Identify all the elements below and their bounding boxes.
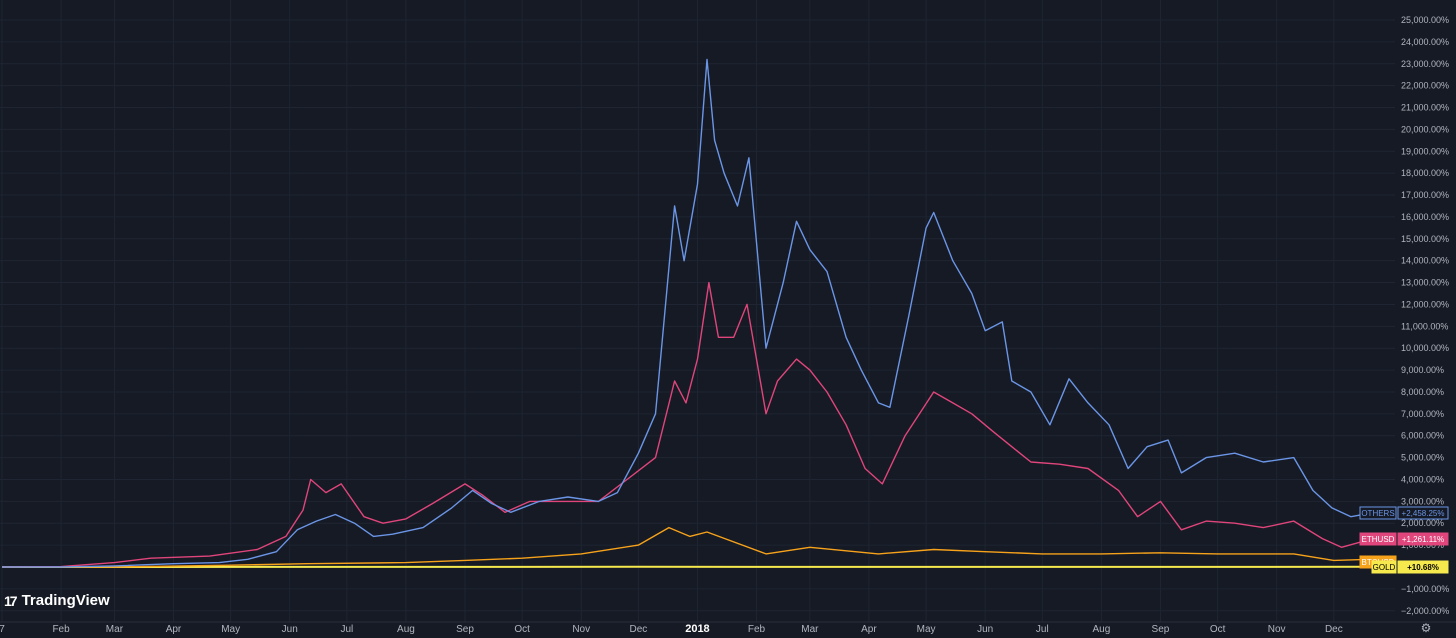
y-tick-label: 22,000.00% [1401,81,1449,91]
x-tick-label: Jun [282,624,298,635]
x-tick-label: Feb [748,624,766,635]
x-axis: 7 Feb Mar Apr May Jun Jul Aug Sep Oct Nov Dec 2018 Fe… [0,621,1456,635]
y-tick-label: 23,000.00% [1401,59,1449,69]
series-name-box [1359,506,1397,520]
tradingview-logo[interactable]: 17 TradingView [4,592,110,609]
logo-name: TradingView [21,592,110,609]
x-tick-label: Mar [106,624,124,635]
x-tick-label: Oct [514,624,530,635]
x-tick-label: Jul [1036,624,1049,635]
series-label-gold: GOLD +10.68% [1371,560,1449,574]
x-tick-label: Jun [977,624,993,635]
series-line-ethusd [1,281,1371,568]
series-name-box [1359,532,1397,546]
series-label-others: OTHERS +2,458.25% [1359,506,1449,520]
y-axis: −2,000.00%−1,000.00%1,000.00%2,000.00%3,… [1401,15,1449,616]
y-tick-label: 19,000.00% [1401,146,1449,156]
y-tick-label: 21,000.00% [1401,103,1449,113]
y-tick-label: 12,000.00% [1401,299,1449,309]
y-tick-label: 25,000.00% [1401,15,1449,25]
x-tick-label: Dec [629,624,647,635]
series-value-text: +10.68% [1407,563,1439,572]
y-tick-label: 3,000.00% [1401,496,1444,506]
x-tick-label: Apr [861,624,877,635]
series-name-text: ETHUSD [1362,535,1395,544]
y-tick-label: 6,000.00% [1401,431,1444,441]
x-tick-label: Aug [1092,624,1110,635]
y-tick-label: 13,000.00% [1401,278,1449,288]
y-tick-label: 5,000.00% [1401,453,1444,463]
series-line-btcusd [2,526,1371,568]
y-tick-label: 16,000.00% [1401,212,1449,222]
series-label-ethusd: ETHUSD +1,261.11% [1359,532,1449,546]
y-tick-label: 8,000.00% [1401,387,1444,397]
x-tick-label: Mar [801,624,819,635]
y-tick-label: 10,000.00% [1401,343,1449,353]
y-tick-label: 17,000.00% [1401,190,1449,200]
x-tick-label: May [221,624,240,635]
x-tick-label: Apr [166,624,182,635]
series-value-box [1397,560,1449,574]
logo-mark-icon: 17 [4,592,18,609]
y-tick-label: 14,000.00% [1401,256,1449,266]
x-tick-label: Feb [52,624,70,635]
x-tick-label: Sep [1152,624,1170,635]
gear-icon[interactable]: ⚙ [1420,621,1432,635]
series-value-text: +2,458.25% [1402,509,1445,518]
y-tick-label: 9,000.00% [1401,365,1444,375]
x-tick-label: Nov [1268,624,1286,635]
y-tick-label: 18,000.00% [1401,168,1449,178]
x-tick-label: Oct [1210,624,1226,635]
x-tick-label: May [917,624,936,635]
x-tick-label: Sep [456,624,474,635]
y-tick-label: 7,000.00% [1401,409,1444,419]
x-tick-label: Jul [340,624,353,635]
x-tick-label: 7 [0,624,5,635]
y-tick-label: 11,000.00% [1401,321,1448,331]
series-line-others [2,58,1371,568]
series-value-box [1397,532,1449,546]
y-tick-label: −1,000.00% [1401,584,1449,594]
y-tick-label: 15,000.00% [1401,234,1449,244]
series-value-box [1397,506,1449,520]
series-lines [1,58,1371,568]
series-name-box [1371,560,1397,574]
x-tick-label: Dec [1325,624,1343,635]
x-tick-label: Nov [572,624,590,635]
series-value-labels: OTHERS+2,458.25%ETHUSD+1,261.11%BTCUSDGO… [1359,506,1449,574]
y-tick-label: 4,000.00% [1401,474,1444,484]
y-tick-label: 24,000.00% [1401,37,1449,47]
series-name-text: OTHERS [1361,509,1394,518]
y-tick-label: 2,000.00% [1401,518,1444,528]
series-name-text: GOLD [1373,563,1396,572]
y-tick-label: −2,000.00% [1401,606,1449,616]
x-tick-label: 2018 [685,623,709,635]
series-value-text: +1,261.11% [1402,535,1444,544]
y-tick-label: 20,000.00% [1401,124,1449,134]
grid [0,0,1395,622]
x-tick-label: Aug [397,624,415,635]
